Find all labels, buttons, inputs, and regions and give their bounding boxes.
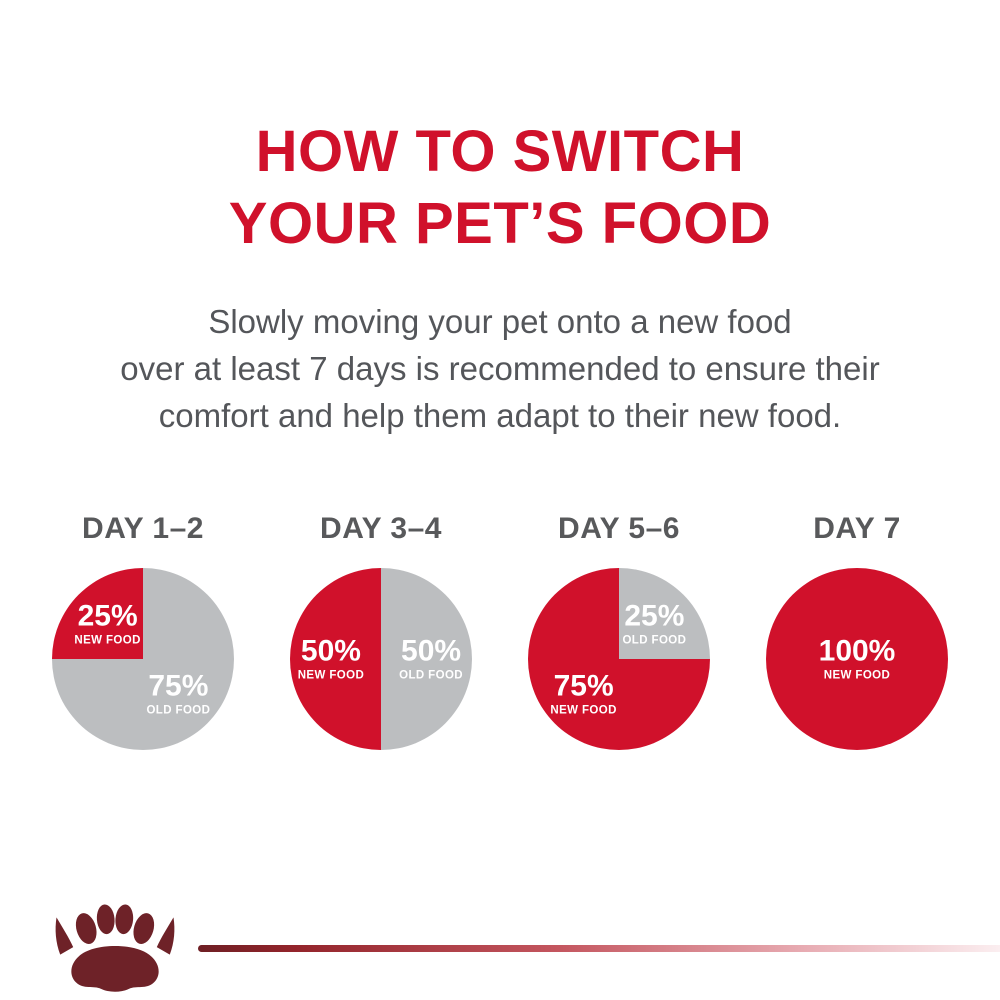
subtitle: Slowly moving your pet onto a new food o…	[0, 298, 1000, 439]
slice-percent: 50%	[401, 634, 462, 668]
gradient-rule	[198, 945, 1000, 952]
slice-name: OLD FOOD	[622, 633, 687, 646]
slice-percent: 50%	[300, 634, 361, 668]
pie-chart: DAY 1–2 25% NEW FOOD 75% OLD FOOD	[51, 512, 235, 750]
day-label: DAY 7	[813, 512, 901, 545]
pie: 75% NEW FOOD 25% OLD FOOD	[528, 568, 710, 750]
page-title: HOW TO SWITCH YOUR PET’S FOOD	[0, 116, 1000, 260]
slice-percent: 75%	[148, 669, 209, 703]
slice-percent: 75%	[553, 669, 614, 703]
slice-percent: 25%	[624, 598, 685, 632]
slice-name: OLD FOOD	[399, 669, 463, 682]
slice-label: 100% NEW FOOD	[819, 636, 896, 682]
slice-label: 50% OLD FOOD	[399, 636, 463, 682]
subtitle-line1: Slowly moving your pet onto a new food	[208, 303, 792, 340]
slice-name: NEW FOOD	[823, 669, 891, 682]
pies-row: DAY 1–2 25% NEW FOOD 75% OLD FOOD DAY 3–4 50% N…	[0, 512, 1000, 750]
pie-chart: DAY 5–6 75% NEW FOOD 25% OLD FOOD	[527, 512, 711, 750]
subtitle-line2: over at least 7 days is recommended to e…	[120, 350, 880, 387]
pie: 50% NEW FOOD 50% OLD FOOD	[290, 568, 472, 750]
day-label: DAY 3–4	[320, 512, 442, 545]
slice-label: 75% NEW FOOD	[550, 669, 617, 718]
pie-chart: DAY 7 100% NEW FOOD	[765, 512, 949, 750]
slice-name: NEW FOOD	[74, 633, 141, 646]
slice-label: 75% OLD FOOD	[146, 669, 211, 718]
pie: 100% NEW FOOD	[766, 568, 948, 750]
day-label: DAY 5–6	[558, 512, 680, 545]
pie-chart: DAY 3–4 50% NEW FOOD 50% OLD FOOD	[289, 512, 473, 750]
page-title-line1: HOW TO SWITCH	[255, 119, 745, 184]
slice-label: 25% OLD FOOD	[622, 598, 687, 647]
slice-percent: 100%	[818, 634, 896, 668]
day-label: DAY 1–2	[82, 512, 204, 545]
paw-crown-logo-icon	[50, 902, 180, 996]
slice-name: NEW FOOD	[297, 669, 365, 682]
slice-label: 50% NEW FOOD	[298, 636, 364, 682]
slice-name: NEW FOOD	[550, 704, 617, 717]
subtitle-line3: comfort and help them adapt to their new…	[158, 397, 842, 434]
slice-label: 25% NEW FOOD	[74, 598, 141, 647]
slice-percent: 25%	[77, 598, 138, 632]
page-title-line2: YOUR PET’S FOOD	[228, 191, 772, 256]
pie: 25% NEW FOOD 75% OLD FOOD	[52, 568, 234, 750]
slice-name: OLD FOOD	[146, 704, 211, 717]
